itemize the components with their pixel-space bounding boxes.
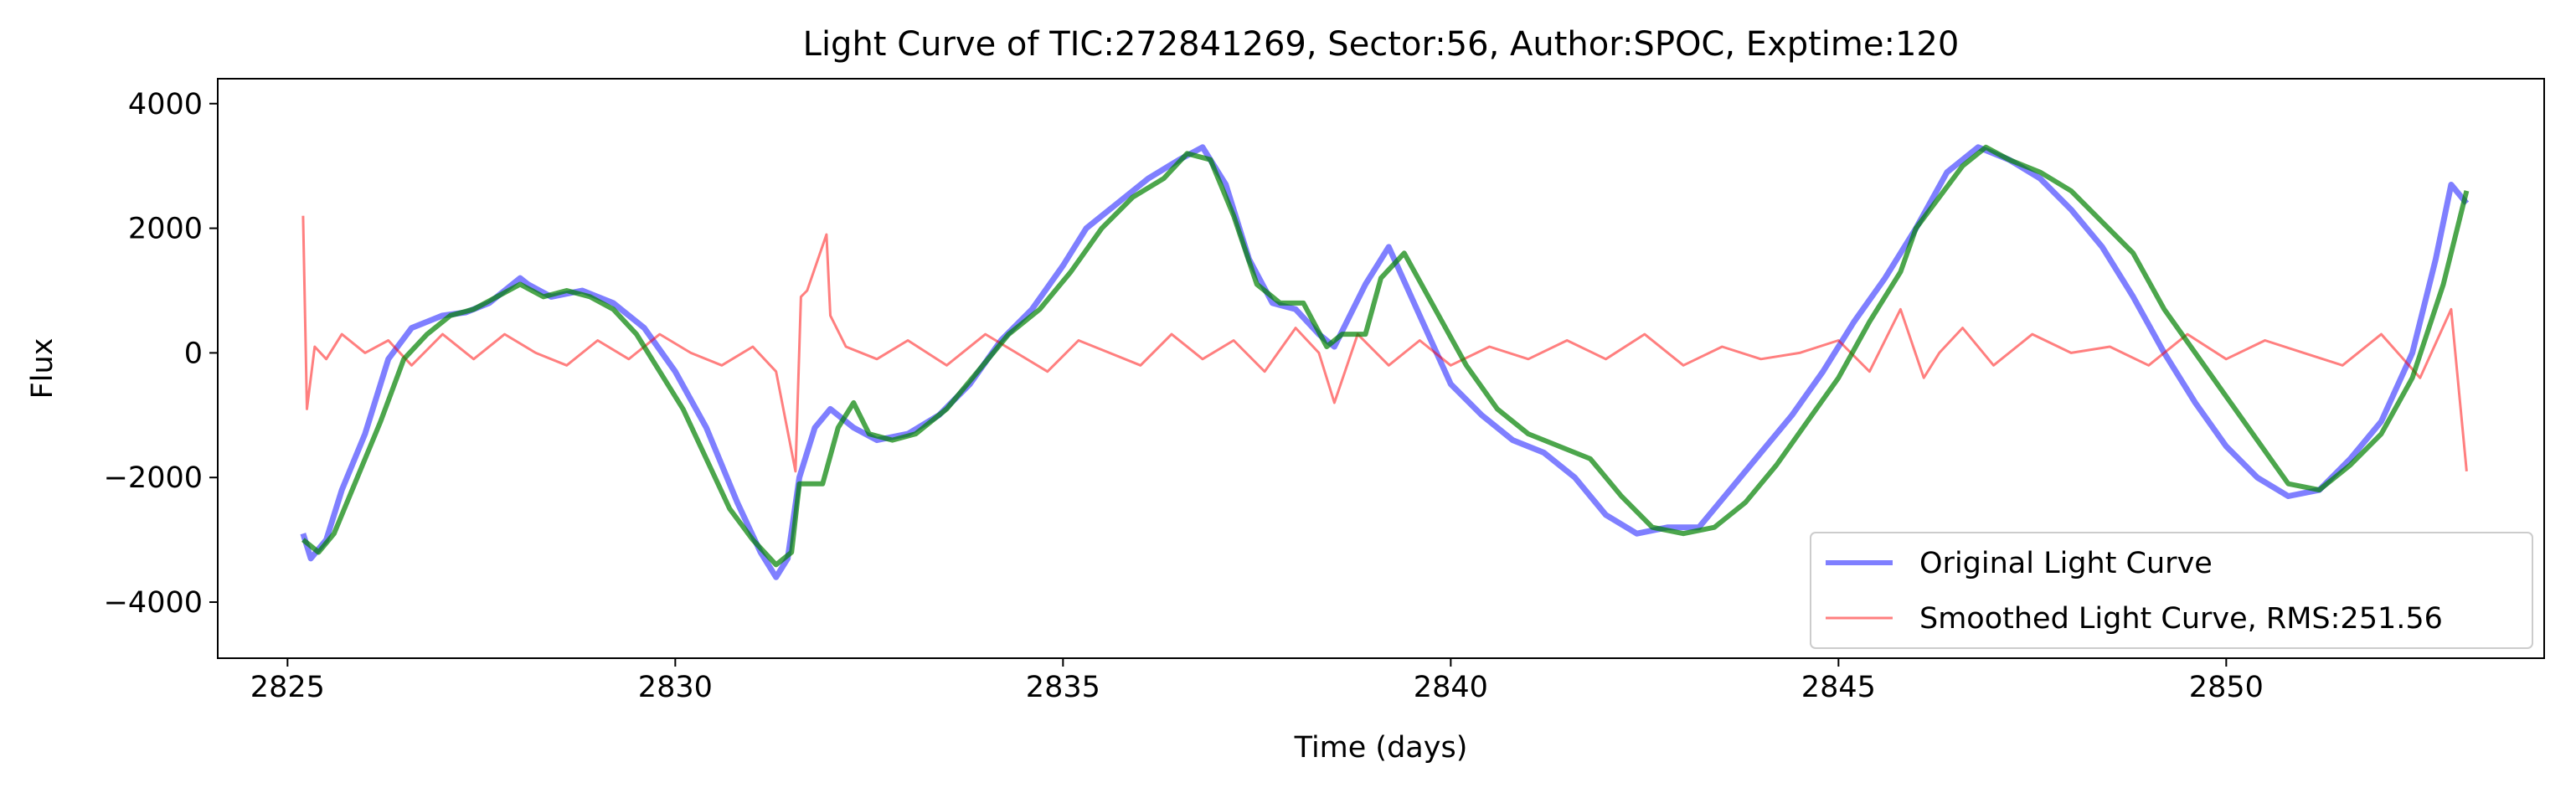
x-axis-label: Time (days) [1294, 731, 1468, 765]
y-axis-label: Flux [26, 338, 59, 399]
x-tick-label: 2840 [1414, 671, 1488, 704]
y-tick-label: 0 [184, 337, 203, 370]
series-line-1 [301, 215, 2468, 473]
x-tick-label: 2850 [2189, 671, 2264, 704]
legend-label-original: Original Light Curve [1919, 547, 2213, 580]
x-axis-ticks: 2825 2830 2835 2840 2845 2850 [250, 658, 2264, 704]
series-line-0 [300, 144, 2470, 580]
y-tick-label: 2000 [128, 213, 203, 246]
legend-label-smoothed: Smoothed Light Curve, RMS:251.56 [1919, 602, 2443, 636]
x-tick-label: 2835 [1026, 671, 1100, 704]
y-tick-label: −4000 [104, 586, 203, 620]
y-tick-label: −2000 [104, 461, 203, 495]
x-tick-label: 2845 [1801, 671, 1876, 704]
x-tick-label: 2830 [638, 671, 713, 704]
series-layer [300, 144, 2470, 580]
plot-frame [217, 78, 2545, 659]
legend: Original Light Curve Smoothed Light Curv… [1810, 532, 2533, 649]
legend-box [1810, 532, 2533, 649]
y-axis-ticks: −4000 −2000 0 2000 4000 [104, 88, 218, 620]
series-line-2 [301, 144, 2470, 568]
y-tick-label: 4000 [128, 88, 203, 121]
x-tick-label: 2825 [250, 671, 325, 704]
chart-title: Light Curve of TIC:272841269, Sector:56,… [803, 25, 1960, 64]
